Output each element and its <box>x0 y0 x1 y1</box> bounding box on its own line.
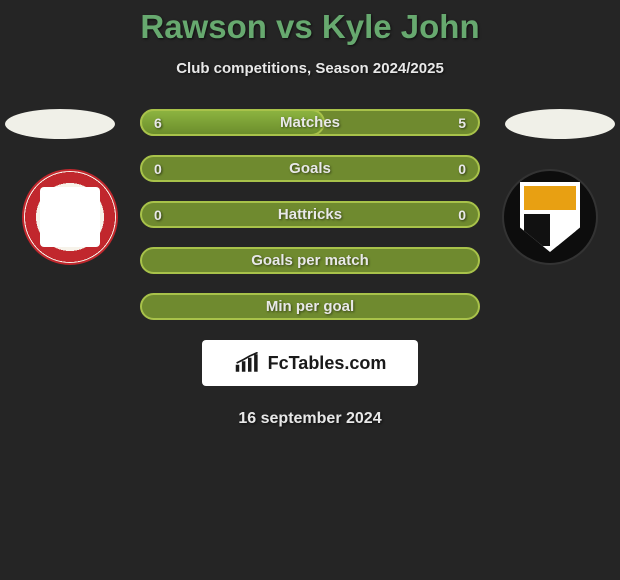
stat-label: Min per goal <box>266 298 354 315</box>
club-crest-right-shield <box>520 182 580 252</box>
stat-bar: 0 Hattricks 0 <box>140 201 480 228</box>
stat-left-value: 6 <box>154 115 162 131</box>
stat-left-value: 0 <box>154 161 162 177</box>
stat-label: Goals per match <box>251 252 369 269</box>
stat-bar: 6 Matches 5 <box>140 109 480 136</box>
player-right-avatar-placeholder <box>505 109 615 139</box>
stat-right-value: 0 <box>458 161 466 177</box>
subtitle: Club competitions, Season 2024/2025 <box>0 60 620 77</box>
stat-label: Goals <box>289 160 331 177</box>
club-crest-left <box>22 169 118 265</box>
comparison-panel: 6 Matches 5 0 Goals 0 0 Hattricks 0 Goals per mat… <box>0 109 620 428</box>
stat-right-value: 5 <box>458 115 466 131</box>
page-title: Rawson vs Kyle John <box>0 0 620 46</box>
brand-chart-icon <box>234 352 262 374</box>
player-left-avatar-placeholder <box>5 109 115 139</box>
stat-right-value: 0 <box>458 207 466 223</box>
date-text: 16 september 2024 <box>0 410 620 428</box>
stat-left-value: 0 <box>154 207 162 223</box>
stat-bars: 6 Matches 5 0 Goals 0 0 Hattricks 0 Goals per mat… <box>140 109 480 320</box>
brand-badge: FcTables.com <box>202 340 418 386</box>
club-crest-right <box>502 169 598 265</box>
brand-text: FcTables.com <box>268 353 387 374</box>
club-crest-left-inner <box>40 187 100 247</box>
stat-bar: Min per goal <box>140 293 480 320</box>
stat-label: Matches <box>280 114 340 131</box>
stat-bar: 0 Goals 0 <box>140 155 480 182</box>
stat-bar: Goals per match <box>140 247 480 274</box>
stat-label: Hattricks <box>278 206 342 223</box>
